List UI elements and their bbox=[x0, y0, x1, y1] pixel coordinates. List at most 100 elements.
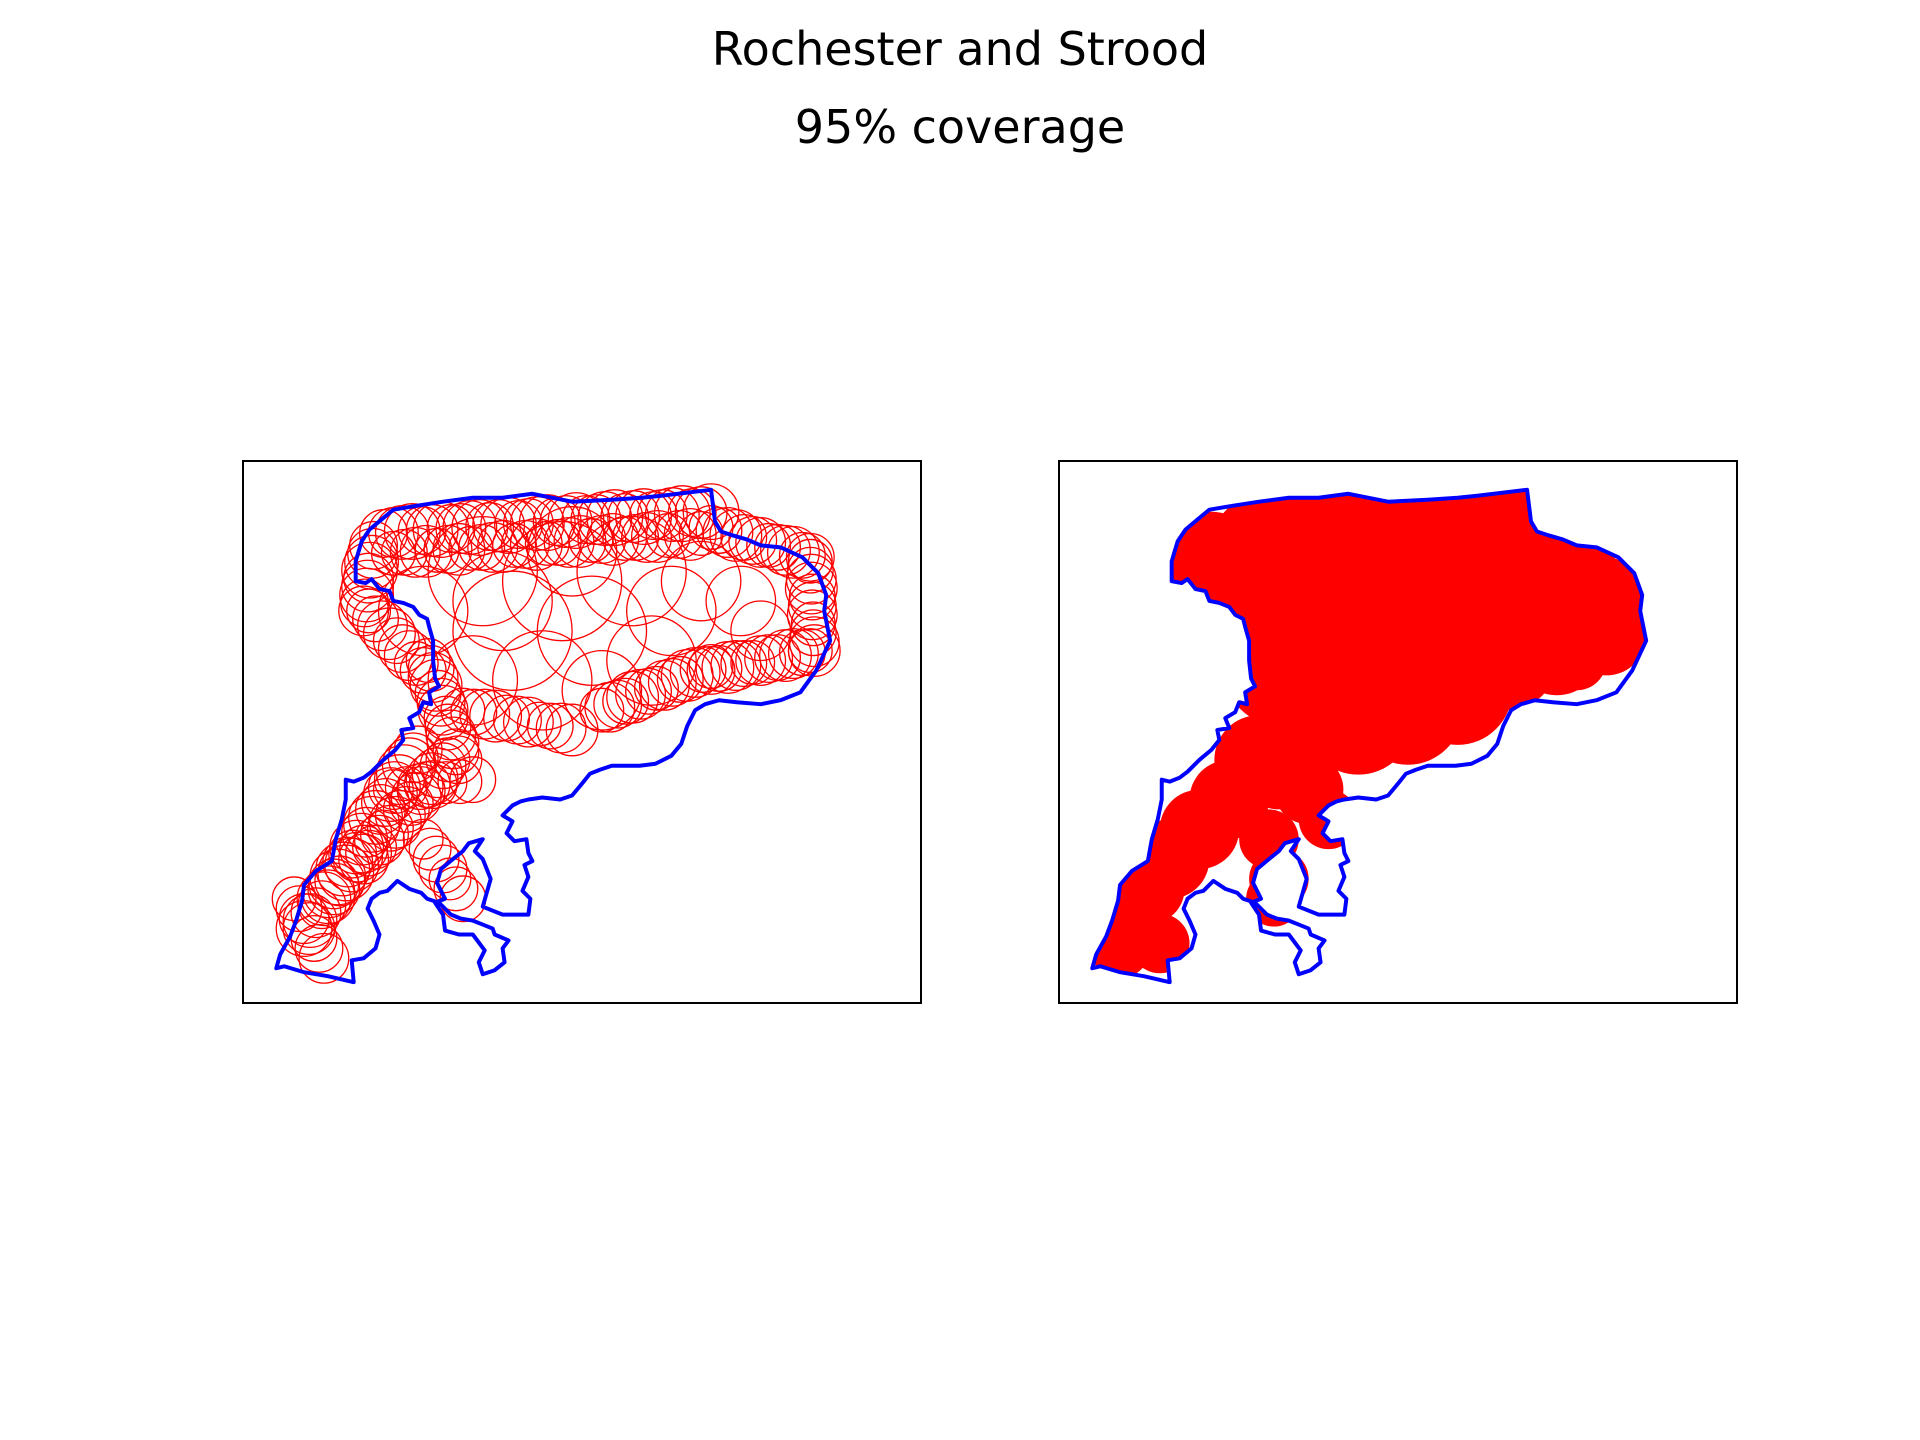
coverage-circle bbox=[526, 702, 574, 750]
coverage-circle bbox=[630, 509, 684, 563]
district-boundary bbox=[1090, 487, 1649, 985]
coverage-circle bbox=[294, 923, 344, 973]
coverage-circle bbox=[787, 581, 837, 631]
coverage-circle bbox=[746, 522, 792, 568]
coverage-circle bbox=[735, 516, 787, 568]
coverage-circle bbox=[778, 531, 826, 579]
coverage-circle bbox=[402, 818, 444, 860]
coverage-circle bbox=[282, 893, 338, 949]
coverage-circle bbox=[695, 507, 743, 554]
coverage-circle bbox=[744, 634, 794, 684]
coverage-disc bbox=[1546, 630, 1607, 691]
coverage-circle bbox=[425, 737, 471, 783]
coverage-circle bbox=[656, 655, 704, 703]
coverage-circle bbox=[626, 565, 717, 657]
coverage-circle bbox=[372, 769, 414, 811]
coverage-circle bbox=[682, 483, 740, 541]
coverage-circle bbox=[290, 887, 342, 939]
coverage-filled-map bbox=[1090, 487, 1649, 985]
coverage-circle bbox=[679, 645, 727, 693]
coverage-circle bbox=[362, 767, 418, 822]
coverage-circle bbox=[509, 517, 563, 571]
coverage-circle bbox=[298, 932, 350, 984]
coverage-circle bbox=[784, 561, 838, 615]
coverage-circle bbox=[766, 525, 820, 579]
figure-subtitle: 95% coverage bbox=[794, 100, 1126, 154]
coverage-circle bbox=[450, 688, 498, 736]
coverage-circle bbox=[354, 814, 405, 866]
coverage-circle bbox=[701, 641, 755, 694]
coverage-circle bbox=[424, 761, 468, 805]
coverage-circle bbox=[663, 508, 717, 561]
coverage-circle bbox=[702, 507, 754, 558]
coverage-fill bbox=[1092, 489, 1647, 979]
coverage-circle bbox=[501, 520, 623, 642]
coverage-circle bbox=[362, 607, 416, 661]
coverage-disc bbox=[1487, 511, 1567, 592]
coverage-circle bbox=[539, 495, 593, 549]
coverage-circle bbox=[705, 565, 777, 637]
coverage-circle bbox=[346, 588, 392, 634]
coverage-circle bbox=[561, 649, 643, 731]
coverage-circle bbox=[759, 629, 812, 683]
coverage-circle bbox=[452, 550, 553, 652]
coverage-circle bbox=[275, 885, 323, 933]
coverage-circle bbox=[405, 752, 459, 806]
coverage-circle bbox=[576, 515, 687, 627]
coverage-circle bbox=[754, 523, 802, 571]
coverage-circle bbox=[787, 538, 833, 584]
coverage-circle bbox=[730, 600, 792, 662]
coverage-circle bbox=[374, 505, 430, 560]
coverage-circle bbox=[767, 628, 819, 680]
coverage-circle bbox=[728, 515, 778, 565]
coverage-circle bbox=[602, 677, 650, 725]
coverage-circle bbox=[384, 766, 428, 810]
coverage-circle bbox=[686, 645, 736, 695]
coverage-circle bbox=[790, 601, 836, 647]
coverage-circle bbox=[377, 624, 427, 674]
coverage-circle bbox=[720, 640, 768, 687]
coverage-circle bbox=[341, 541, 399, 599]
map-panel-filled bbox=[1058, 460, 1738, 1004]
coverage-circle bbox=[427, 515, 538, 627]
coverage-circle bbox=[449, 756, 497, 804]
coverage-circle bbox=[788, 573, 836, 621]
coverage-circle bbox=[442, 500, 498, 555]
coverage-circle bbox=[399, 524, 453, 578]
coverage-circle bbox=[409, 658, 463, 712]
coverage-circle bbox=[352, 824, 398, 870]
coverage-circle bbox=[352, 595, 400, 643]
coverage-circle bbox=[735, 635, 787, 686]
coverage-circle bbox=[647, 657, 697, 707]
district-boundary bbox=[274, 487, 833, 985]
coverage-circle bbox=[452, 570, 573, 691]
figure-title: Rochester and Strood bbox=[711, 22, 1209, 76]
coverage-circle bbox=[625, 667, 672, 715]
coverage-circle bbox=[382, 785, 430, 833]
coverage-circle bbox=[396, 763, 444, 811]
coverage-circle bbox=[492, 630, 593, 731]
coverage-circle bbox=[660, 540, 742, 622]
coverage-circle bbox=[408, 827, 452, 871]
coverage-circle bbox=[366, 804, 414, 852]
coverage-circle bbox=[526, 506, 618, 597]
coverage-circle bbox=[688, 644, 734, 689]
coverage-circle bbox=[368, 795, 422, 849]
coverage-circle bbox=[786, 589, 838, 641]
coverage-circle bbox=[579, 687, 625, 733]
coverage-circle bbox=[633, 665, 679, 711]
coverage-circle bbox=[502, 696, 554, 748]
coverage-circle bbox=[377, 565, 469, 657]
coverage-circle bbox=[785, 532, 835, 582]
coverage-circle bbox=[437, 759, 483, 805]
coverage-circles-map bbox=[271, 483, 841, 985]
coverage-circle bbox=[427, 635, 519, 726]
coverage-circle bbox=[469, 689, 523, 743]
coverage-circle bbox=[760, 524, 811, 576]
coverage-circle bbox=[408, 760, 458, 810]
map-panel-circles bbox=[242, 460, 922, 1004]
coverage-circle bbox=[428, 857, 472, 901]
coverage-circle bbox=[606, 615, 697, 706]
coverage-circle bbox=[416, 677, 466, 727]
coverage-circle bbox=[433, 866, 479, 912]
